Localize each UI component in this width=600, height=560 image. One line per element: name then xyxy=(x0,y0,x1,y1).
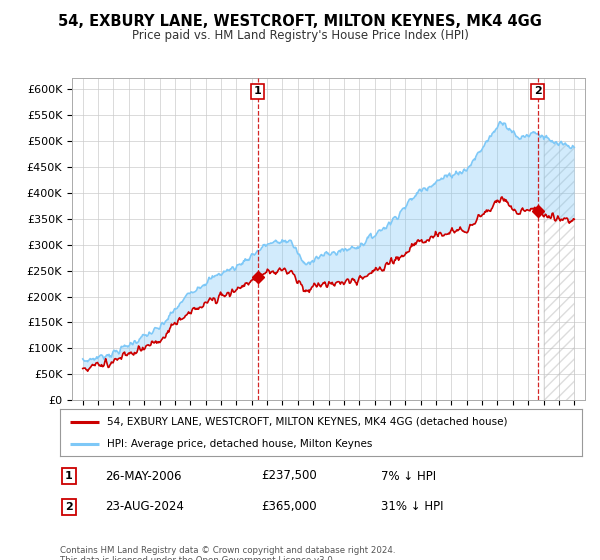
Text: £237,500: £237,500 xyxy=(261,469,317,483)
Text: 54, EXBURY LANE, WESTCROFT, MILTON KEYNES, MK4 4GG (detached house): 54, EXBURY LANE, WESTCROFT, MILTON KEYNE… xyxy=(107,417,508,427)
Text: 1: 1 xyxy=(254,86,262,96)
Text: 26-MAY-2006: 26-MAY-2006 xyxy=(105,469,182,483)
Text: 2: 2 xyxy=(534,86,542,96)
Text: Contains HM Land Registry data © Crown copyright and database right 2024.
This d: Contains HM Land Registry data © Crown c… xyxy=(60,546,395,560)
Text: HPI: Average price, detached house, Milton Keynes: HPI: Average price, detached house, Milt… xyxy=(107,438,373,449)
Text: Price paid vs. HM Land Registry's House Price Index (HPI): Price paid vs. HM Land Registry's House … xyxy=(131,29,469,42)
Text: 23-AUG-2024: 23-AUG-2024 xyxy=(105,500,184,514)
Text: 54, EXBURY LANE, WESTCROFT, MILTON KEYNES, MK4 4GG: 54, EXBURY LANE, WESTCROFT, MILTON KEYNE… xyxy=(58,14,542,29)
Text: 2: 2 xyxy=(65,502,73,512)
Text: 7% ↓ HPI: 7% ↓ HPI xyxy=(381,469,436,483)
Text: 1: 1 xyxy=(65,471,73,481)
Text: £365,000: £365,000 xyxy=(261,500,317,514)
Text: 31% ↓ HPI: 31% ↓ HPI xyxy=(381,500,443,514)
